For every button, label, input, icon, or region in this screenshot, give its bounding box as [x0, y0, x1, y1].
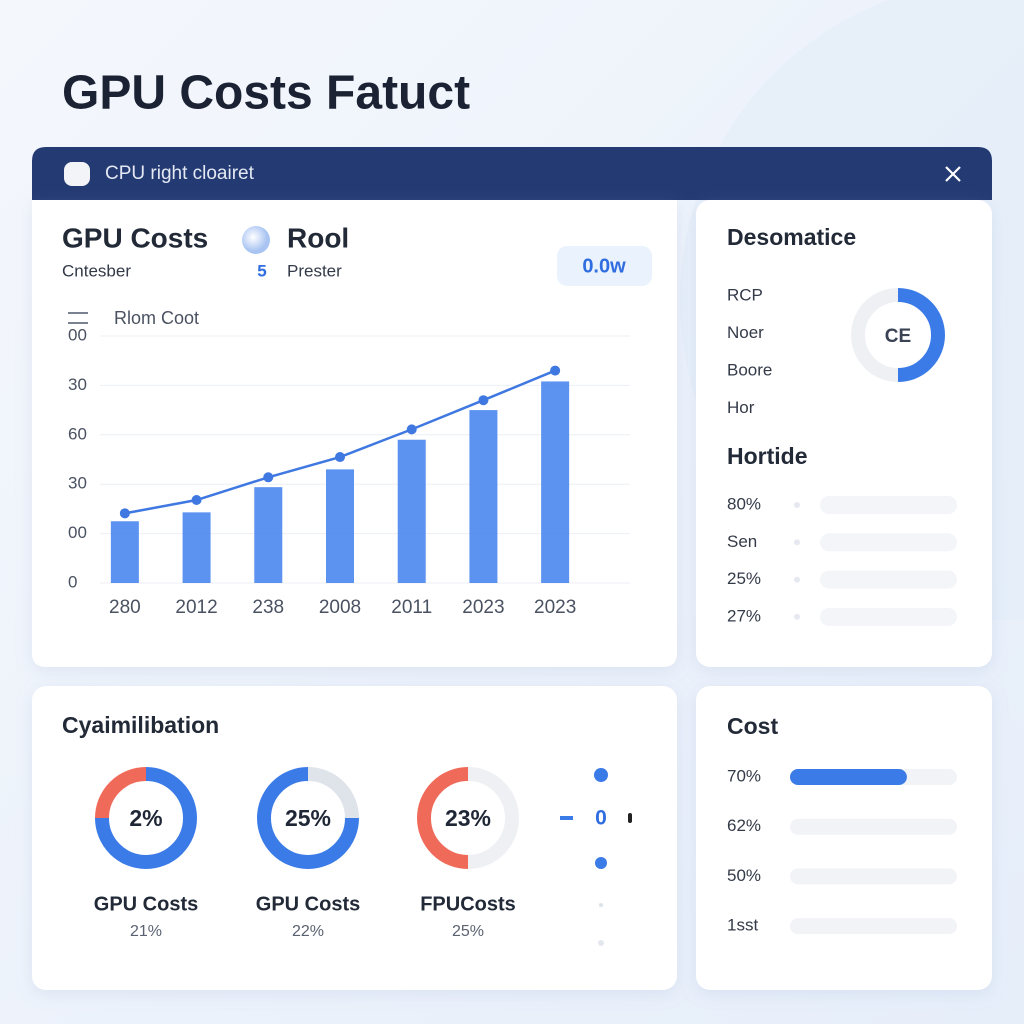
cost-label: 50% — [727, 866, 761, 885]
bar — [397, 439, 426, 583]
donut-segment — [307, 767, 359, 819]
side-item: Hor — [727, 398, 755, 417]
side-section-title: Hortide — [727, 443, 808, 469]
card-title: GPU Costs — [62, 222, 208, 253]
trend-point — [478, 395, 489, 406]
cost-bar — [790, 769, 907, 785]
bar — [541, 381, 570, 583]
bar — [182, 512, 211, 583]
donut-label: GPU Costs — [256, 893, 360, 915]
trend-point — [406, 424, 417, 435]
donut-segment — [257, 767, 359, 869]
utilization-title: Cyaimilibation — [62, 712, 219, 738]
x-tick-label: 2023 — [462, 597, 504, 618]
donut-segment — [897, 288, 945, 382]
donut-center-label: 2% — [129, 805, 162, 831]
y-tick-label: 0 — [68, 572, 77, 591]
pager-dot[interactable] — [599, 903, 603, 907]
donut-center-label: CE — [885, 326, 911, 347]
donut-segment — [417, 767, 469, 869]
cost-track — [790, 918, 957, 935]
row-dot — [794, 613, 800, 620]
row-label: 27% — [727, 606, 761, 625]
pager-dot[interactable] — [598, 940, 604, 946]
row-track — [820, 533, 957, 552]
window-title: CPU right cloairet — [105, 163, 255, 184]
row-track — [820, 607, 957, 626]
y-tick-label: 30 — [68, 474, 87, 493]
donut-sublabel: 25% — [452, 923, 484, 940]
count: 5 — [257, 261, 266, 280]
card-subtitle: Cntesber — [62, 261, 131, 280]
donut-segment — [95, 767, 197, 869]
y-tick-label: 00 — [68, 523, 87, 542]
bar — [110, 521, 139, 583]
row-label: 80% — [727, 494, 761, 513]
cost-track — [790, 868, 957, 885]
side-item: RCP — [727, 285, 763, 304]
y-tick-label: 30 — [68, 375, 87, 394]
row-label: Sen — [727, 532, 757, 551]
trend-point — [550, 365, 561, 376]
row-label: 25% — [727, 569, 761, 588]
trend-point — [191, 495, 202, 506]
window-bar — [32, 147, 992, 200]
legend-icon — [68, 312, 88, 324]
side-item: Noer — [727, 323, 764, 342]
period-button[interactable] — [557, 246, 652, 286]
side-card — [696, 200, 992, 667]
x-tick-label: 2011 — [391, 597, 432, 618]
x-tick-label: 2008 — [319, 597, 361, 618]
x-tick-label: 280 — [109, 597, 141, 618]
side-title: Desomatice — [727, 224, 856, 250]
cost-label: 70% — [727, 766, 761, 785]
donut-sublabel: 21% — [130, 923, 162, 940]
donut-center-label: 25% — [285, 805, 331, 831]
bar — [326, 469, 354, 583]
cost-label: 62% — [727, 816, 761, 835]
pager-dot[interactable] — [595, 857, 607, 869]
trend-point — [119, 508, 130, 519]
card-subtitle-2: Prester — [287, 261, 342, 280]
cost-track — [790, 818, 957, 835]
donut-segment — [851, 288, 899, 382]
row-dot — [794, 576, 800, 583]
bar — [469, 410, 498, 583]
x-tick-label: 238 — [252, 597, 284, 618]
row-dot — [794, 539, 800, 546]
pager-mark — [628, 813, 632, 823]
donut-segment — [467, 767, 519, 869]
x-tick-label: 2023 — [534, 597, 576, 618]
row-track — [820, 570, 957, 589]
donut-sublabel: 22% — [292, 923, 324, 940]
trend-point — [335, 452, 345, 463]
donut-label: FPUCosts — [420, 893, 516, 915]
window-icon — [64, 162, 90, 186]
donut-segment — [95, 767, 147, 819]
y-tick-label: 60 — [68, 424, 87, 443]
pager-label[interactable]: 0 — [595, 807, 607, 830]
cost-label: 1sst — [727, 916, 758, 935]
donut-center-label: 23% — [445, 805, 491, 831]
row-dot — [794, 502, 800, 508]
trend-point — [263, 472, 274, 483]
chart-title: Rlom Coot — [114, 308, 199, 328]
x-tick-label: 2012 — [175, 597, 217, 618]
row-track — [820, 496, 957, 514]
cost-title: Cost — [727, 713, 778, 739]
side-item: Boore — [727, 360, 772, 379]
bar — [254, 487, 283, 583]
page-title: GPU Costs Fatuct — [62, 67, 470, 120]
donut-label: GPU Costs — [94, 893, 198, 915]
y-tick-label: 00 — [68, 325, 87, 344]
card-title-2: Rool — [287, 222, 349, 253]
status-orb — [242, 226, 270, 254]
pager-dot[interactable] — [594, 768, 608, 782]
close-button[interactable] — [945, 166, 961, 182]
cost-card — [696, 686, 992, 990]
period-button-label[interactable]: 0.0w — [582, 255, 626, 277]
